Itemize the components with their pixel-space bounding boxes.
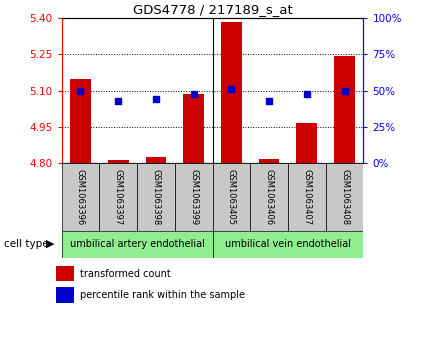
Bar xyxy=(62,231,212,258)
Text: percentile rank within the sample: percentile rank within the sample xyxy=(80,290,245,300)
Bar xyxy=(326,163,363,231)
Point xyxy=(190,91,197,97)
Text: transformed count: transformed count xyxy=(80,269,171,278)
Bar xyxy=(137,163,175,231)
Text: cell type: cell type xyxy=(4,239,49,249)
Bar xyxy=(56,266,74,281)
Title: GDS4778 / 217189_s_at: GDS4778 / 217189_s_at xyxy=(133,3,292,16)
Bar xyxy=(334,56,355,163)
Text: GSM1063398: GSM1063398 xyxy=(151,169,160,225)
Text: GSM1063408: GSM1063408 xyxy=(340,169,349,225)
Point xyxy=(303,91,310,97)
Text: GSM1063396: GSM1063396 xyxy=(76,169,85,225)
Text: GSM1063399: GSM1063399 xyxy=(189,169,198,225)
Bar xyxy=(175,163,212,231)
Bar xyxy=(288,163,326,231)
Point xyxy=(77,88,84,94)
Bar xyxy=(250,163,288,231)
Bar xyxy=(212,231,363,258)
Point xyxy=(115,98,122,104)
Text: umbilical vein endothelial: umbilical vein endothelial xyxy=(225,239,351,249)
Bar xyxy=(99,163,137,231)
Bar xyxy=(108,160,129,163)
Text: GSM1063397: GSM1063397 xyxy=(114,169,123,225)
Bar xyxy=(259,159,280,163)
Bar xyxy=(296,123,317,163)
Bar xyxy=(62,163,99,231)
Bar xyxy=(56,287,74,303)
Point xyxy=(341,88,348,94)
Text: umbilical artery endothelial: umbilical artery endothelial xyxy=(70,239,204,249)
Bar xyxy=(183,94,204,163)
Bar xyxy=(221,22,242,163)
Bar xyxy=(212,163,250,231)
Text: GSM1063407: GSM1063407 xyxy=(302,169,311,225)
Text: GSM1063406: GSM1063406 xyxy=(265,169,274,225)
Text: ▶: ▶ xyxy=(46,239,54,249)
Text: GSM1063405: GSM1063405 xyxy=(227,169,236,225)
Point xyxy=(266,98,272,104)
Point xyxy=(153,97,159,102)
Bar xyxy=(70,79,91,163)
Point xyxy=(228,86,235,92)
Bar xyxy=(145,157,166,163)
